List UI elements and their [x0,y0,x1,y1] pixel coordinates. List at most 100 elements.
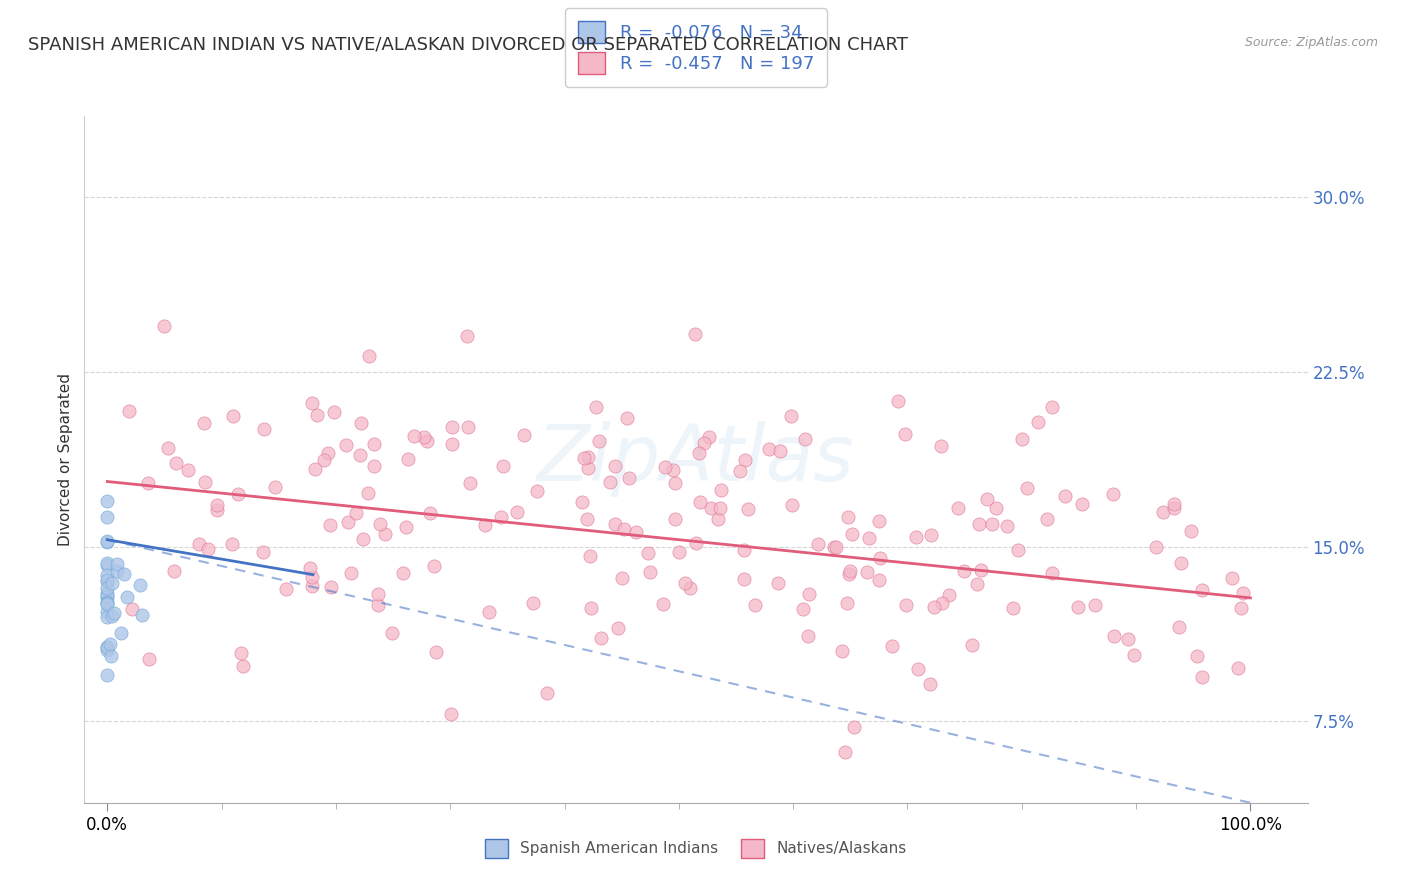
Point [610,571,633,585]
Point [177,462,200,476]
Point [374,527,396,541]
Point [624,524,647,539]
Point [1001,601,1024,615]
Point [766,575,789,590]
Point [1144,541,1167,555]
Point [922,600,945,615]
Point [274,582,297,597]
Point [1163,497,1185,511]
Point [344,506,367,520]
Point [689,494,711,508]
Point [918,677,941,691]
Point [301,396,323,410]
Point [478,605,501,619]
Point [576,512,599,526]
Point [1102,487,1125,501]
Point [396,451,419,466]
Point [960,638,983,652]
Point [367,587,389,601]
Point [456,329,478,343]
Point [105,557,128,571]
Point [744,599,766,613]
Point [221,537,243,551]
Point [1116,632,1139,646]
Point [797,629,820,643]
Point [699,500,721,515]
Point [207,503,229,517]
Point [651,597,673,611]
Point [96,640,118,655]
Point [588,434,610,448]
Point [1180,524,1202,538]
Point [96,573,118,587]
Point [605,516,627,531]
Point [834,745,856,759]
Point [96,610,118,624]
Point [96,581,118,595]
Point [920,528,942,542]
Point [440,437,463,451]
Point [526,484,548,499]
Point [1084,599,1107,613]
Point [226,487,249,501]
Point [423,558,446,573]
Point [893,427,915,442]
Point [970,563,993,577]
Point [232,658,254,673]
Point [668,545,690,559]
Point [194,475,217,490]
Point [105,564,128,578]
Point [572,451,595,466]
Point [886,394,908,409]
Text: SPANISH AMERICAN INDIAN VS NATIVE/ALASKAN DIVORCED OR SEPARATED CORRELATION CHAR: SPANISH AMERICAN INDIAN VS NATIVE/ALASKA… [28,36,908,54]
Point [492,459,515,474]
Point [882,640,904,654]
Text: Source: ZipAtlas.com: Source: ZipAtlas.com [1244,36,1378,49]
Point [692,435,714,450]
Point [96,643,118,657]
Point [513,427,536,442]
Point [96,591,118,605]
Point [402,429,425,443]
Point [96,535,118,549]
Point [96,595,118,609]
Point [1185,648,1208,663]
Point [758,442,780,456]
Point [581,601,603,615]
Point [357,349,380,363]
Point [1167,620,1189,634]
Y-axis label: Divorced or Separated: Divorced or Separated [58,373,73,546]
Point [163,564,186,578]
Point [616,410,638,425]
Point [96,606,118,620]
Point [350,417,373,431]
Point [363,459,385,474]
Point [112,566,135,581]
Point [157,442,180,456]
Point [894,599,917,613]
Point [1007,543,1029,558]
Point [737,502,759,516]
Point [837,510,859,524]
Point [966,576,988,591]
Point [1163,500,1185,515]
Point [253,422,276,436]
Point [856,565,879,579]
Point [340,566,363,580]
Point [707,511,730,525]
Point [782,498,804,512]
Point [733,572,755,586]
Point [440,419,463,434]
Point [929,439,952,453]
Point [709,500,731,515]
Point [188,537,211,551]
Point [103,606,125,620]
Point [197,542,219,557]
Point [153,318,176,333]
Point [138,652,160,666]
Point [831,644,853,658]
Point [995,519,1018,533]
Point [1026,415,1049,429]
Text: ZipAtlas: ZipAtlas [537,421,855,498]
Point [165,456,187,470]
